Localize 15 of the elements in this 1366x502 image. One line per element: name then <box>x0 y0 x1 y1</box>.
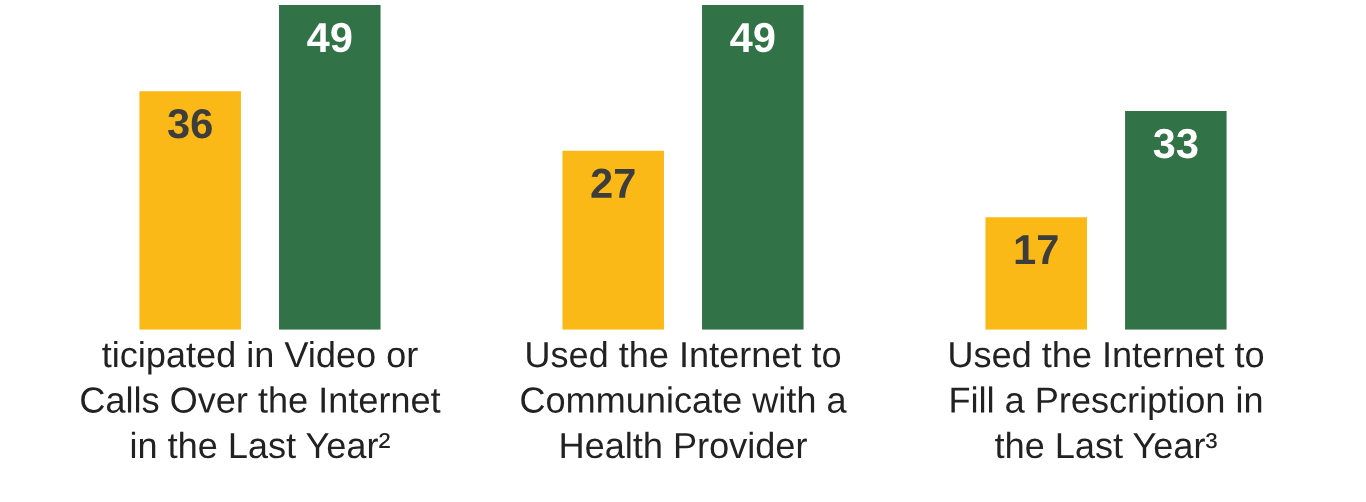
x-tick-label: Used the Internet to Communicate with a Health Provider <box>521 340 847 459</box>
data-label: 17 <box>1015 235 1058 264</box>
bar <box>562 150 664 330</box>
x-tick-label: Used the Internet to Fill a Prescription in the Last Year³ <box>950 340 1264 459</box>
bar <box>702 5 804 330</box>
data-label: 36 <box>167 108 212 139</box>
bar <box>1125 111 1227 330</box>
bar <box>139 91 241 330</box>
data-label: 49 <box>730 22 775 53</box>
data-label: 33 <box>1153 128 1198 159</box>
bar <box>985 217 1087 330</box>
bar <box>279 5 381 330</box>
data-label: 27 <box>591 168 635 198</box>
data-label: 49 <box>307 22 352 53</box>
x-tick-label: ticipated in Video or Calls Over the Internet in the Last Year² <box>81 340 441 459</box>
